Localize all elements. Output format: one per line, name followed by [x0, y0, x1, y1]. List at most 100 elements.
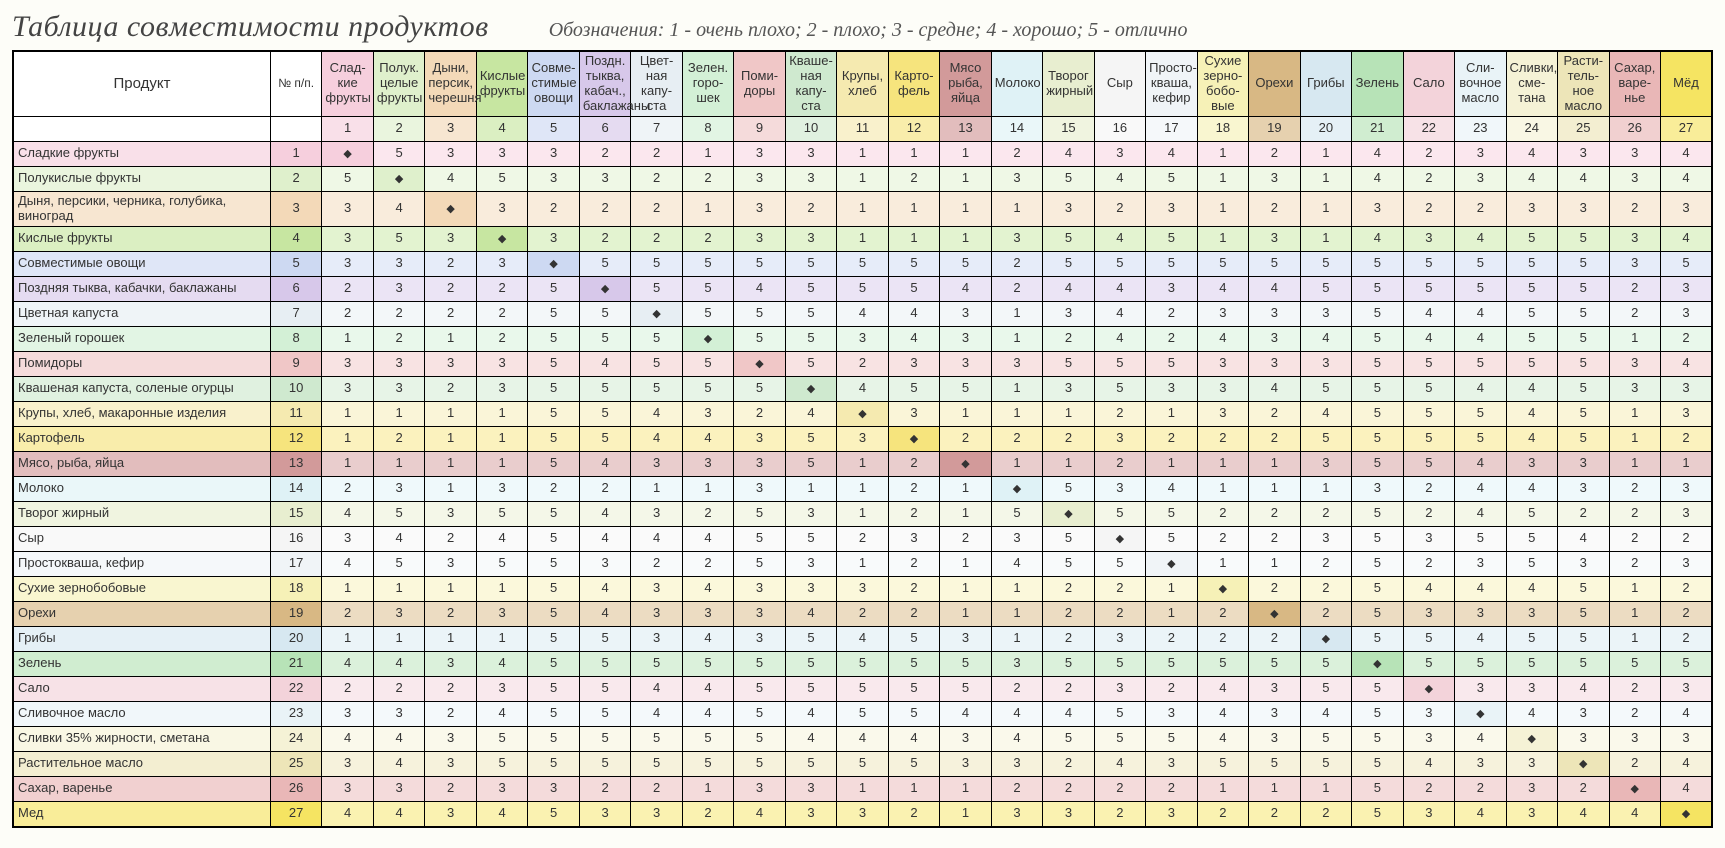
cell: 2 [1609, 276, 1660, 301]
cell: 1 [1197, 166, 1248, 191]
col-header: Крупы, хлеб [837, 51, 888, 116]
cell: 1 [1300, 476, 1351, 501]
cell: 3 [1403, 726, 1454, 751]
cell: 5 [1506, 626, 1557, 651]
cell: 5 [1403, 351, 1454, 376]
table-row: Квашеная капуста, соленые огурцы10332355… [13, 376, 1712, 401]
table-row: Растительное масло2534355555555533243555… [13, 751, 1712, 776]
cell: 5 [1352, 726, 1403, 751]
cell: 3 [425, 501, 476, 526]
cell: 3 [579, 551, 630, 576]
cell: 5 [631, 651, 682, 676]
cell: 5 [991, 501, 1042, 526]
col-number: 10 [785, 116, 836, 141]
col-number: 26 [1609, 116, 1660, 141]
cell: 5 [1455, 276, 1506, 301]
row-name: Грибы [13, 626, 270, 651]
cell: 5 [1558, 376, 1609, 401]
cell: 3 [734, 776, 785, 801]
cell: 3 [1506, 676, 1557, 701]
cell: 5 [785, 326, 836, 351]
cell: ◆ [734, 351, 785, 376]
self-marker: ◆ [1322, 633, 1330, 645]
cell: 2 [1558, 776, 1609, 801]
cell: 5 [528, 651, 579, 676]
cell: 3 [1249, 726, 1300, 751]
col-number: 9 [734, 116, 785, 141]
cell: 1 [1661, 451, 1713, 476]
cell: 2 [631, 551, 682, 576]
cell: 4 [837, 626, 888, 651]
cell: 1 [373, 626, 424, 651]
cell: 3 [1558, 551, 1609, 576]
cell: 5 [1094, 251, 1145, 276]
cell: 4 [1558, 801, 1609, 827]
cell: 3 [991, 751, 1042, 776]
cell: 5 [1558, 226, 1609, 251]
row-name: Сливочное масло [13, 701, 270, 726]
col-number: 22 [1403, 116, 1454, 141]
cell: 3 [1455, 141, 1506, 166]
cell: 3 [373, 601, 424, 626]
cell: 3 [734, 451, 785, 476]
col-header: Сливки, сме-тана [1506, 51, 1557, 116]
cell: 3 [1043, 191, 1094, 226]
row-no: 27 [270, 801, 321, 827]
cell: 2 [1609, 751, 1660, 776]
cell: 3 [476, 351, 527, 376]
row-name: Молоко [13, 476, 270, 501]
cell: 3 [1300, 301, 1351, 326]
cell: 3 [631, 501, 682, 526]
cell: 3 [888, 526, 939, 551]
row-no: 9 [270, 351, 321, 376]
cell: 1 [1197, 776, 1248, 801]
cell: 4 [682, 576, 733, 601]
cell: 2 [1661, 326, 1713, 351]
cell: 2 [837, 601, 888, 626]
row-no: 7 [270, 301, 321, 326]
cell: 4 [1661, 166, 1713, 191]
cell: 4 [1197, 701, 1248, 726]
table-row: Поздняя тыква, кабачки, баклажаны623225◆… [13, 276, 1712, 301]
cell: 2 [1558, 501, 1609, 526]
cell: 1 [682, 776, 733, 801]
cell: 5 [1506, 326, 1557, 351]
cell: 3 [1455, 676, 1506, 701]
table-row: Зеленый горошек81212555◆5534312424345445… [13, 326, 1712, 351]
cell: 5 [1043, 726, 1094, 751]
cell: 2 [579, 191, 630, 226]
cell: 3 [1506, 191, 1557, 226]
cell: 2 [1197, 526, 1248, 551]
cell: 3 [1609, 376, 1660, 401]
self-marker: ◆ [395, 173, 403, 185]
cell: 2 [1094, 776, 1145, 801]
cell: 5 [1146, 651, 1197, 676]
cell: 2 [1197, 426, 1248, 451]
cell: 4 [785, 726, 836, 751]
cell: ◆ [425, 191, 476, 226]
cell: 4 [1094, 301, 1145, 326]
cell: 3 [322, 191, 373, 226]
row-name: Зелень [13, 651, 270, 676]
cell: 5 [837, 276, 888, 301]
cell: 3 [1609, 351, 1660, 376]
table-row: Мясо, рыба, яйца13111154333512◆112111355… [13, 451, 1712, 476]
cell: 2 [631, 191, 682, 226]
cell: 2 [1455, 191, 1506, 226]
cell: 1 [991, 451, 1042, 476]
cell: 4 [1455, 576, 1506, 601]
number-row: 1234567891011121314151617181920212223242… [13, 116, 1712, 141]
cell: 4 [682, 426, 733, 451]
cell: 5 [1558, 301, 1609, 326]
cell: 4 [579, 501, 630, 526]
cell: 5 [1094, 501, 1145, 526]
cell: 3 [785, 776, 836, 801]
cell: 3 [1403, 701, 1454, 726]
cell: 3 [734, 426, 785, 451]
cell: 1 [476, 426, 527, 451]
cell: 4 [1094, 166, 1145, 191]
cell: 5 [1403, 251, 1454, 276]
col-number: 1 [322, 116, 373, 141]
cell: ◆ [1043, 501, 1094, 526]
cell: 1 [888, 226, 939, 251]
